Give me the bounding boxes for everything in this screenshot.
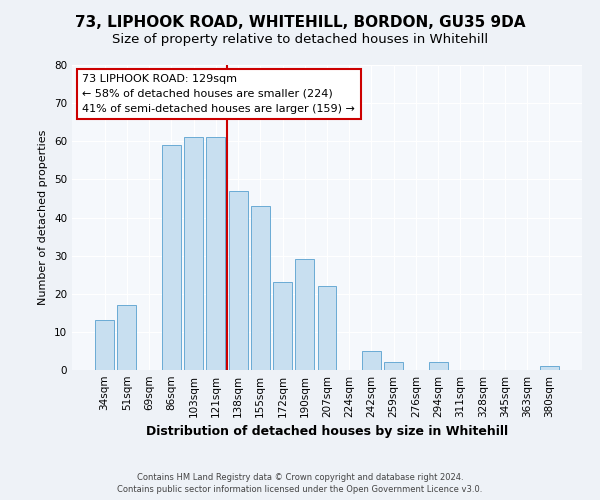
Bar: [162, 145, 181, 370]
Text: 73 LIPHOOK ROAD: 129sqm
← 58% of detached houses are smaller (224)
41% of semi-d: 73 LIPHOOK ROAD: 129sqm ← 58% of detache…: [82, 74, 355, 114]
Bar: [273, 282, 292, 370]
Text: Size of property relative to detached houses in Whitehill: Size of property relative to detached ho…: [112, 32, 488, 46]
Bar: [229, 191, 248, 370]
Bar: [206, 138, 225, 370]
Bar: [362, 351, 381, 370]
Bar: [118, 305, 136, 370]
Y-axis label: Number of detached properties: Number of detached properties: [38, 130, 49, 305]
Bar: [95, 320, 114, 370]
Bar: [295, 260, 314, 370]
Text: Contains HM Land Registry data © Crown copyright and database right 2024.
Contai: Contains HM Land Registry data © Crown c…: [118, 472, 482, 494]
Bar: [251, 206, 270, 370]
Bar: [540, 366, 559, 370]
Bar: [429, 362, 448, 370]
Bar: [317, 286, 337, 370]
Bar: [384, 362, 403, 370]
X-axis label: Distribution of detached houses by size in Whitehill: Distribution of detached houses by size …: [146, 426, 508, 438]
Text: 73, LIPHOOK ROAD, WHITEHILL, BORDON, GU35 9DA: 73, LIPHOOK ROAD, WHITEHILL, BORDON, GU3…: [75, 15, 525, 30]
Bar: [184, 138, 203, 370]
